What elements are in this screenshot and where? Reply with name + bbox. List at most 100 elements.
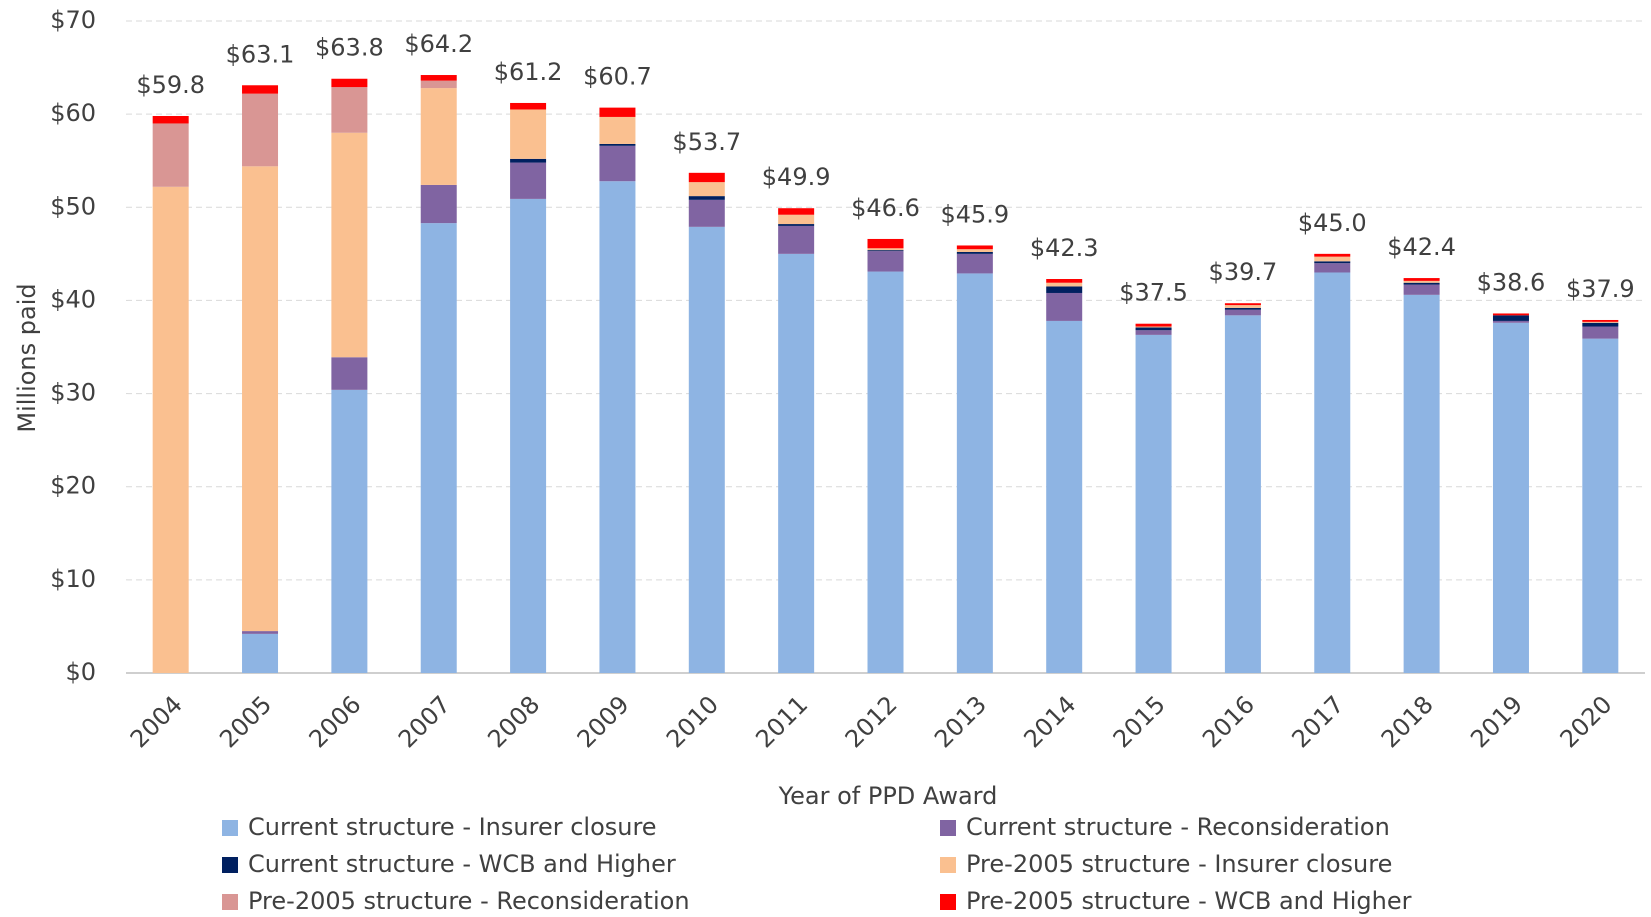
legend-label: Current structure - Insurer closure [248,813,657,841]
x-tick-label: 2009 [572,690,635,753]
total-label: $64.2 [404,30,473,58]
bar-segment [1314,256,1351,262]
legend-swatch [940,857,956,873]
total-label: $53.7 [672,128,741,156]
bar-segment [867,251,904,272]
bar-segment [152,186,189,673]
bar-segment [1314,253,1351,257]
x-tick-label: 2020 [1555,690,1618,753]
bar-segment [867,238,904,249]
bar-segment [1403,278,1440,281]
total-label: $42.4 [1387,233,1456,261]
y-tick-label: $70 [50,6,96,34]
bar-segment [242,166,279,632]
bar-segment [331,132,368,358]
bar-segment [778,224,815,226]
total-label: $39.7 [1209,258,1278,286]
bar-segment [1582,326,1619,339]
total-label: $46.6 [851,194,920,222]
bar-segment [599,143,636,146]
total-label: $37.5 [1119,279,1188,307]
total-label: $45.0 [1298,209,1367,237]
bar-segment [956,251,993,254]
y-tick-label: $0 [65,658,96,686]
bar-segment [510,158,547,163]
bar-segment [867,271,904,673]
total-label: $37.9 [1566,275,1635,303]
x-tick-label: 2017 [1286,690,1349,753]
total-label: $60.7 [583,63,652,91]
bar-segment [152,123,189,187]
legend-label: Current structure - Reconsideration [966,813,1390,841]
legend-swatch [940,894,956,910]
y-tick-label: $50 [50,192,96,220]
legend-swatch [222,820,238,836]
bar-segment [688,182,725,197]
y-tick-label: $20 [50,472,96,500]
bar-segment [1582,321,1619,323]
bar-segment [1135,330,1172,335]
bar-segment [778,208,815,215]
y-axis-title: Millions paid [13,283,41,432]
bar-segment [1046,292,1083,321]
bar-segment [510,198,547,673]
bar-segment [420,75,457,81]
bar-segment [956,245,993,250]
x-tick-label: 2018 [1376,690,1439,753]
bar-segment [1224,303,1261,306]
bar-segment [1135,327,1172,331]
bar-segment [1224,307,1261,310]
bar-segment [420,184,457,224]
bar-segment [242,85,279,94]
total-label: $42.3 [1030,234,1099,262]
bar-segment [688,172,725,183]
bar-segment [242,633,279,673]
bar-segment [1314,272,1351,673]
bar-segment [1403,294,1440,673]
bar-segment [599,107,636,117]
total-label: $59.8 [136,71,205,99]
bar-segment [510,102,547,110]
legend-label: Pre-2005 structure - Reconsideration [248,887,690,915]
bar-segment [1224,315,1261,673]
legend-label: Current structure - WCB and Higher [248,850,676,878]
x-tick-label: 2005 [214,690,277,753]
bar-segment [778,214,815,225]
bar-segment [242,93,279,167]
total-label: $49.9 [762,163,831,191]
bar-segment [867,250,904,252]
bar-segment [688,226,725,674]
bar-segment [331,389,368,673]
y-tick-label: $60 [50,99,96,127]
bar-segment [1135,326,1172,328]
y-tick-label: $40 [50,285,96,313]
bar-segment [1403,284,1440,295]
bar-segment [1046,279,1083,283]
bar-segment [599,181,636,673]
legend-swatch [222,894,238,910]
legend-swatch [222,857,238,873]
x-tick-label: 2004 [125,690,188,753]
bar-segment [1314,261,1351,264]
x-tick-label: 2006 [304,690,367,753]
bar-segment [778,253,815,673]
x-axis-title: Year of PPD Award [778,782,998,810]
bar-segment [420,80,457,89]
bar-segment [510,162,547,199]
x-tick-label: 2014 [1018,690,1081,753]
bar-segment [688,199,725,227]
bar-segment [1492,322,1529,673]
bar-segment [956,253,993,274]
bar-segment [1492,320,1529,323]
bar-segment [599,145,636,182]
x-tick-label: 2013 [929,690,992,753]
legend-label: Pre-2005 structure - WCB and Higher [966,887,1412,915]
legend-label: Pre-2005 structure - Insurer closure [966,850,1392,878]
bar-segment [1403,282,1440,285]
x-tick-label: 2015 [1108,690,1171,753]
bar-segment [1046,286,1083,293]
bar-segment [420,88,457,185]
y-tick-label: $10 [50,565,96,593]
bar-segment [956,273,993,673]
